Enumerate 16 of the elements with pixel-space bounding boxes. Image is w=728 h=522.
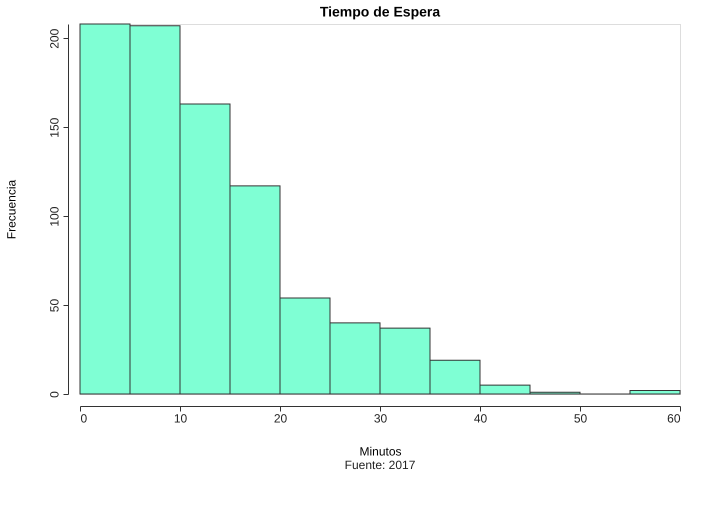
x-tick-label: 20 [274,412,288,426]
x-tick-label: 30 [374,412,388,426]
chart-title: Tiempo de Espera [320,4,440,20]
source-note: Fuente: 2017 [344,458,416,472]
x-tick-label: 50 [574,412,588,426]
x-tick-label: 10 [174,412,188,426]
y-axis-title: Frecuencia [4,180,18,240]
x-tick-label: 60 [667,412,681,426]
y-tick-label: 50 [48,298,62,312]
x-tick-label: 40 [474,412,488,426]
y-tick-label: 0 [48,390,62,398]
x-axis-title: Minutos [359,444,402,458]
y-tick-label: 150 [48,117,62,138]
x-tick-label: 0 [80,412,88,426]
y-tick-label: 200 [48,28,62,49]
y-tick-label: 100 [48,206,62,227]
